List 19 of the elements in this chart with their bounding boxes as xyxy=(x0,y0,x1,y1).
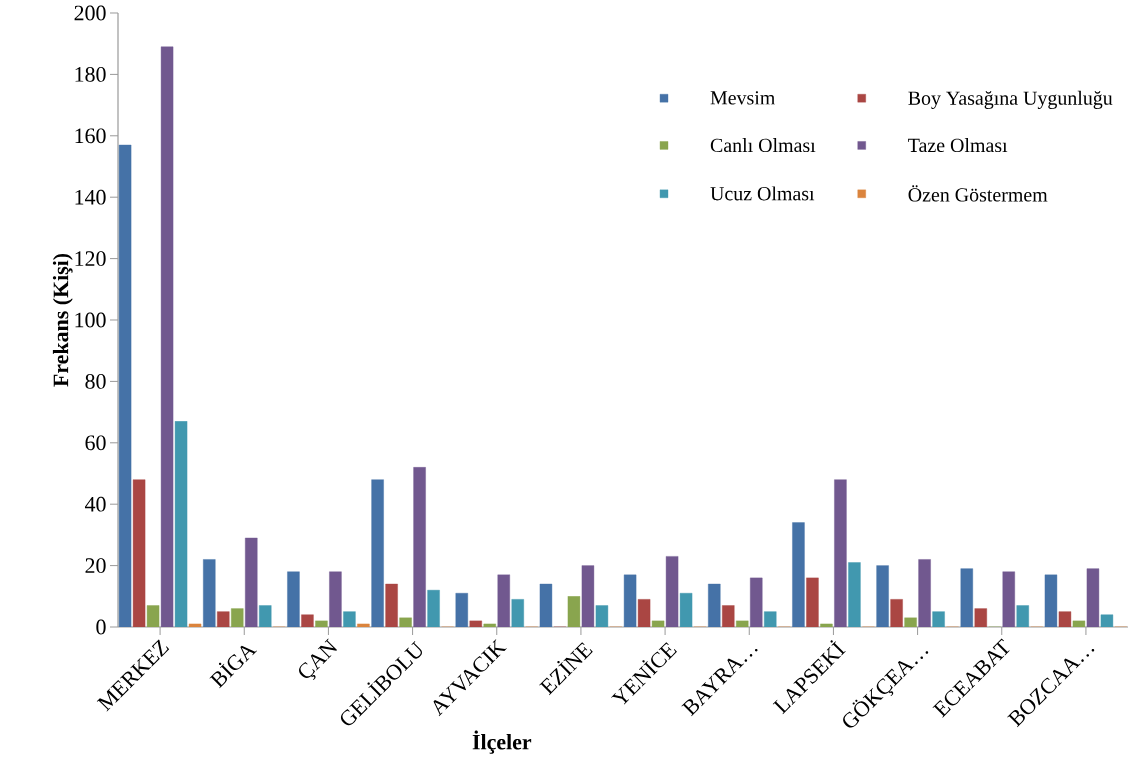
y-tick-label: 60 xyxy=(85,435,106,451)
legend-label: Taze Olması xyxy=(908,138,1008,153)
y-tick-label: 0 xyxy=(96,619,106,635)
y-tick-label: 100 xyxy=(75,312,106,328)
legend-label: Özen Göstermem xyxy=(908,185,1048,202)
y-tick-label: 200 xyxy=(74,5,106,21)
y-tick-label: 160 xyxy=(75,128,106,144)
y-tick-label: 120 xyxy=(75,251,106,266)
x-axis-title: İlçeler xyxy=(472,730,532,754)
y-tick-label: 140 xyxy=(75,189,106,205)
y-tick-label: 40 xyxy=(84,496,106,512)
y-tick-label: 80 xyxy=(85,374,106,389)
y-tick-label: 20 xyxy=(85,558,106,573)
y-axis-title: Frekans (Kişi) xyxy=(52,253,73,387)
legend-label: Boy Yasağına Uygunluğu xyxy=(908,90,1113,109)
legend-label: Mevsim xyxy=(710,91,776,105)
y-tick-label: 180 xyxy=(75,66,106,82)
legend-label: Canlı Olması xyxy=(710,138,816,153)
legend-label: Ucuz Olması xyxy=(710,186,815,201)
